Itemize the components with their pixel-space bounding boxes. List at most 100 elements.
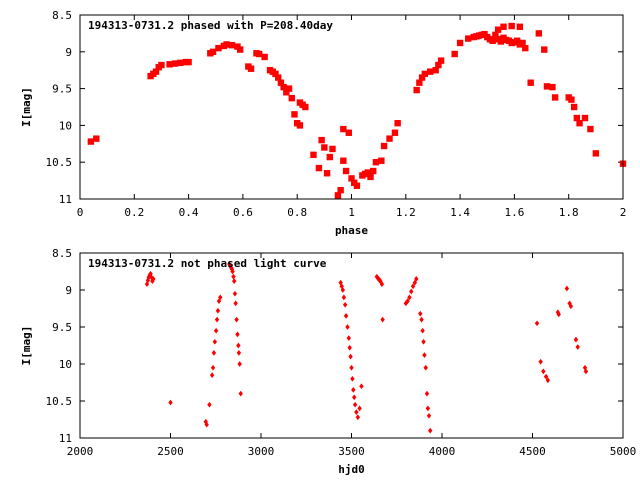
data-point <box>233 300 238 307</box>
data-point <box>318 136 325 144</box>
data-point <box>342 167 350 175</box>
data-point <box>345 324 350 330</box>
data-point <box>337 186 344 194</box>
data-point <box>380 142 388 150</box>
data-point <box>500 23 507 30</box>
data-point <box>223 41 230 48</box>
data-point <box>340 125 347 133</box>
data-point <box>543 83 551 90</box>
data-point <box>435 61 442 69</box>
data-point <box>420 327 425 334</box>
data-point <box>583 368 589 375</box>
data-point <box>213 327 219 334</box>
data-point <box>573 336 579 343</box>
data-point <box>232 290 238 297</box>
data-point <box>357 405 362 412</box>
data-point <box>212 338 218 345</box>
data-point <box>494 26 502 33</box>
data-point <box>93 135 100 142</box>
data-point <box>329 145 336 153</box>
data-point <box>352 394 357 401</box>
x-tick-label: 0.2 <box>124 206 144 219</box>
data-point <box>177 59 184 67</box>
data-point <box>341 294 347 301</box>
data-point <box>209 372 215 378</box>
x-tick-labels: 2000 2500 3000 3500 4000 4500 5000 <box>67 445 637 458</box>
data-point <box>527 79 534 86</box>
data-point <box>185 58 192 66</box>
data-point <box>351 387 356 393</box>
data-point <box>347 344 352 351</box>
data-points <box>87 22 627 199</box>
x-tick-label: 4500 <box>519 445 546 458</box>
data-point <box>418 74 426 81</box>
data-point <box>228 41 236 49</box>
data-point <box>321 144 328 151</box>
data-point <box>166 61 173 68</box>
data-point <box>247 65 255 72</box>
y-tick-label: 9.5 <box>52 321 72 334</box>
data-point <box>238 390 243 397</box>
data-point <box>348 175 355 182</box>
data-point <box>414 276 419 282</box>
phased-light-curve-chart: 0 0.2 0.4 0.6 0.8 1 1.2 1.4 1.6 1.8 2 8.5 9 9.5 10 10.… <box>20 9 626 237</box>
data-point <box>407 294 412 301</box>
data-point <box>549 83 556 91</box>
data-point <box>215 44 222 52</box>
data-point <box>581 114 589 122</box>
data-point <box>232 278 237 284</box>
data-point <box>340 157 347 164</box>
x-axis-label: phase <box>335 224 368 237</box>
data-point <box>405 298 410 304</box>
data-point <box>423 364 428 371</box>
x-tick-label: 5000 <box>610 445 637 458</box>
data-point <box>158 61 165 69</box>
data-point <box>272 70 279 78</box>
data-point <box>568 303 574 310</box>
data-point <box>236 350 242 356</box>
x-tick-label: 2 <box>620 206 627 219</box>
x-tick-label: 0 <box>77 206 84 219</box>
data-point <box>497 38 505 45</box>
data-point <box>236 342 241 349</box>
chart-title: 194313-0731.2 not phased light curve <box>88 257 327 270</box>
data-point <box>576 119 583 127</box>
data-point <box>492 31 499 39</box>
data-point <box>394 119 401 127</box>
data-point <box>211 350 217 356</box>
data-point <box>456 39 464 47</box>
x-tick-label: 1 <box>348 206 355 219</box>
data-point <box>216 298 222 304</box>
y-tick-label: 10.5 <box>46 156 73 169</box>
x-tick-label: 3000 <box>248 445 275 458</box>
data-point <box>326 153 333 161</box>
data-point <box>418 310 423 317</box>
data-point <box>516 23 524 30</box>
data-point <box>425 405 431 412</box>
data-point <box>543 373 549 380</box>
data-point <box>451 50 458 58</box>
data-point <box>342 301 348 308</box>
data-point <box>465 35 472 42</box>
data-point <box>513 37 521 44</box>
plot-frame <box>79 14 624 200</box>
y-axis-label: I[mag] <box>20 87 33 127</box>
x-tick-label: 0.4 <box>179 206 199 219</box>
data-point <box>214 316 220 323</box>
data-point <box>288 94 295 102</box>
y-tick-label: 11 <box>59 193 72 206</box>
x-tick-label: 0.8 <box>287 206 307 219</box>
data-point <box>315 164 323 172</box>
y-tick-label: 11 <box>59 432 72 445</box>
x-tick-label: 1.2 <box>396 206 416 219</box>
data-point <box>592 150 600 157</box>
data-point <box>409 288 414 295</box>
data-point <box>567 300 572 307</box>
y-tick-label: 9 <box>65 284 72 297</box>
data-point <box>564 285 570 292</box>
data-point <box>437 57 445 64</box>
data-point <box>545 377 551 384</box>
data-point <box>261 53 268 61</box>
y-tick-labels: 8.5 9 9.5 10 10.5 11 <box>46 247 73 445</box>
data-point <box>422 352 427 358</box>
